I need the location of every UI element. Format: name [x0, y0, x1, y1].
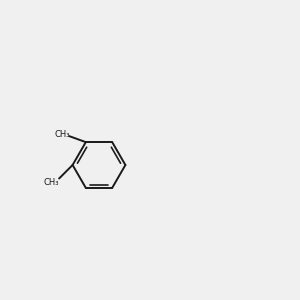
Text: CH₃: CH₃	[54, 130, 70, 139]
Text: CH₃: CH₃	[44, 178, 59, 187]
